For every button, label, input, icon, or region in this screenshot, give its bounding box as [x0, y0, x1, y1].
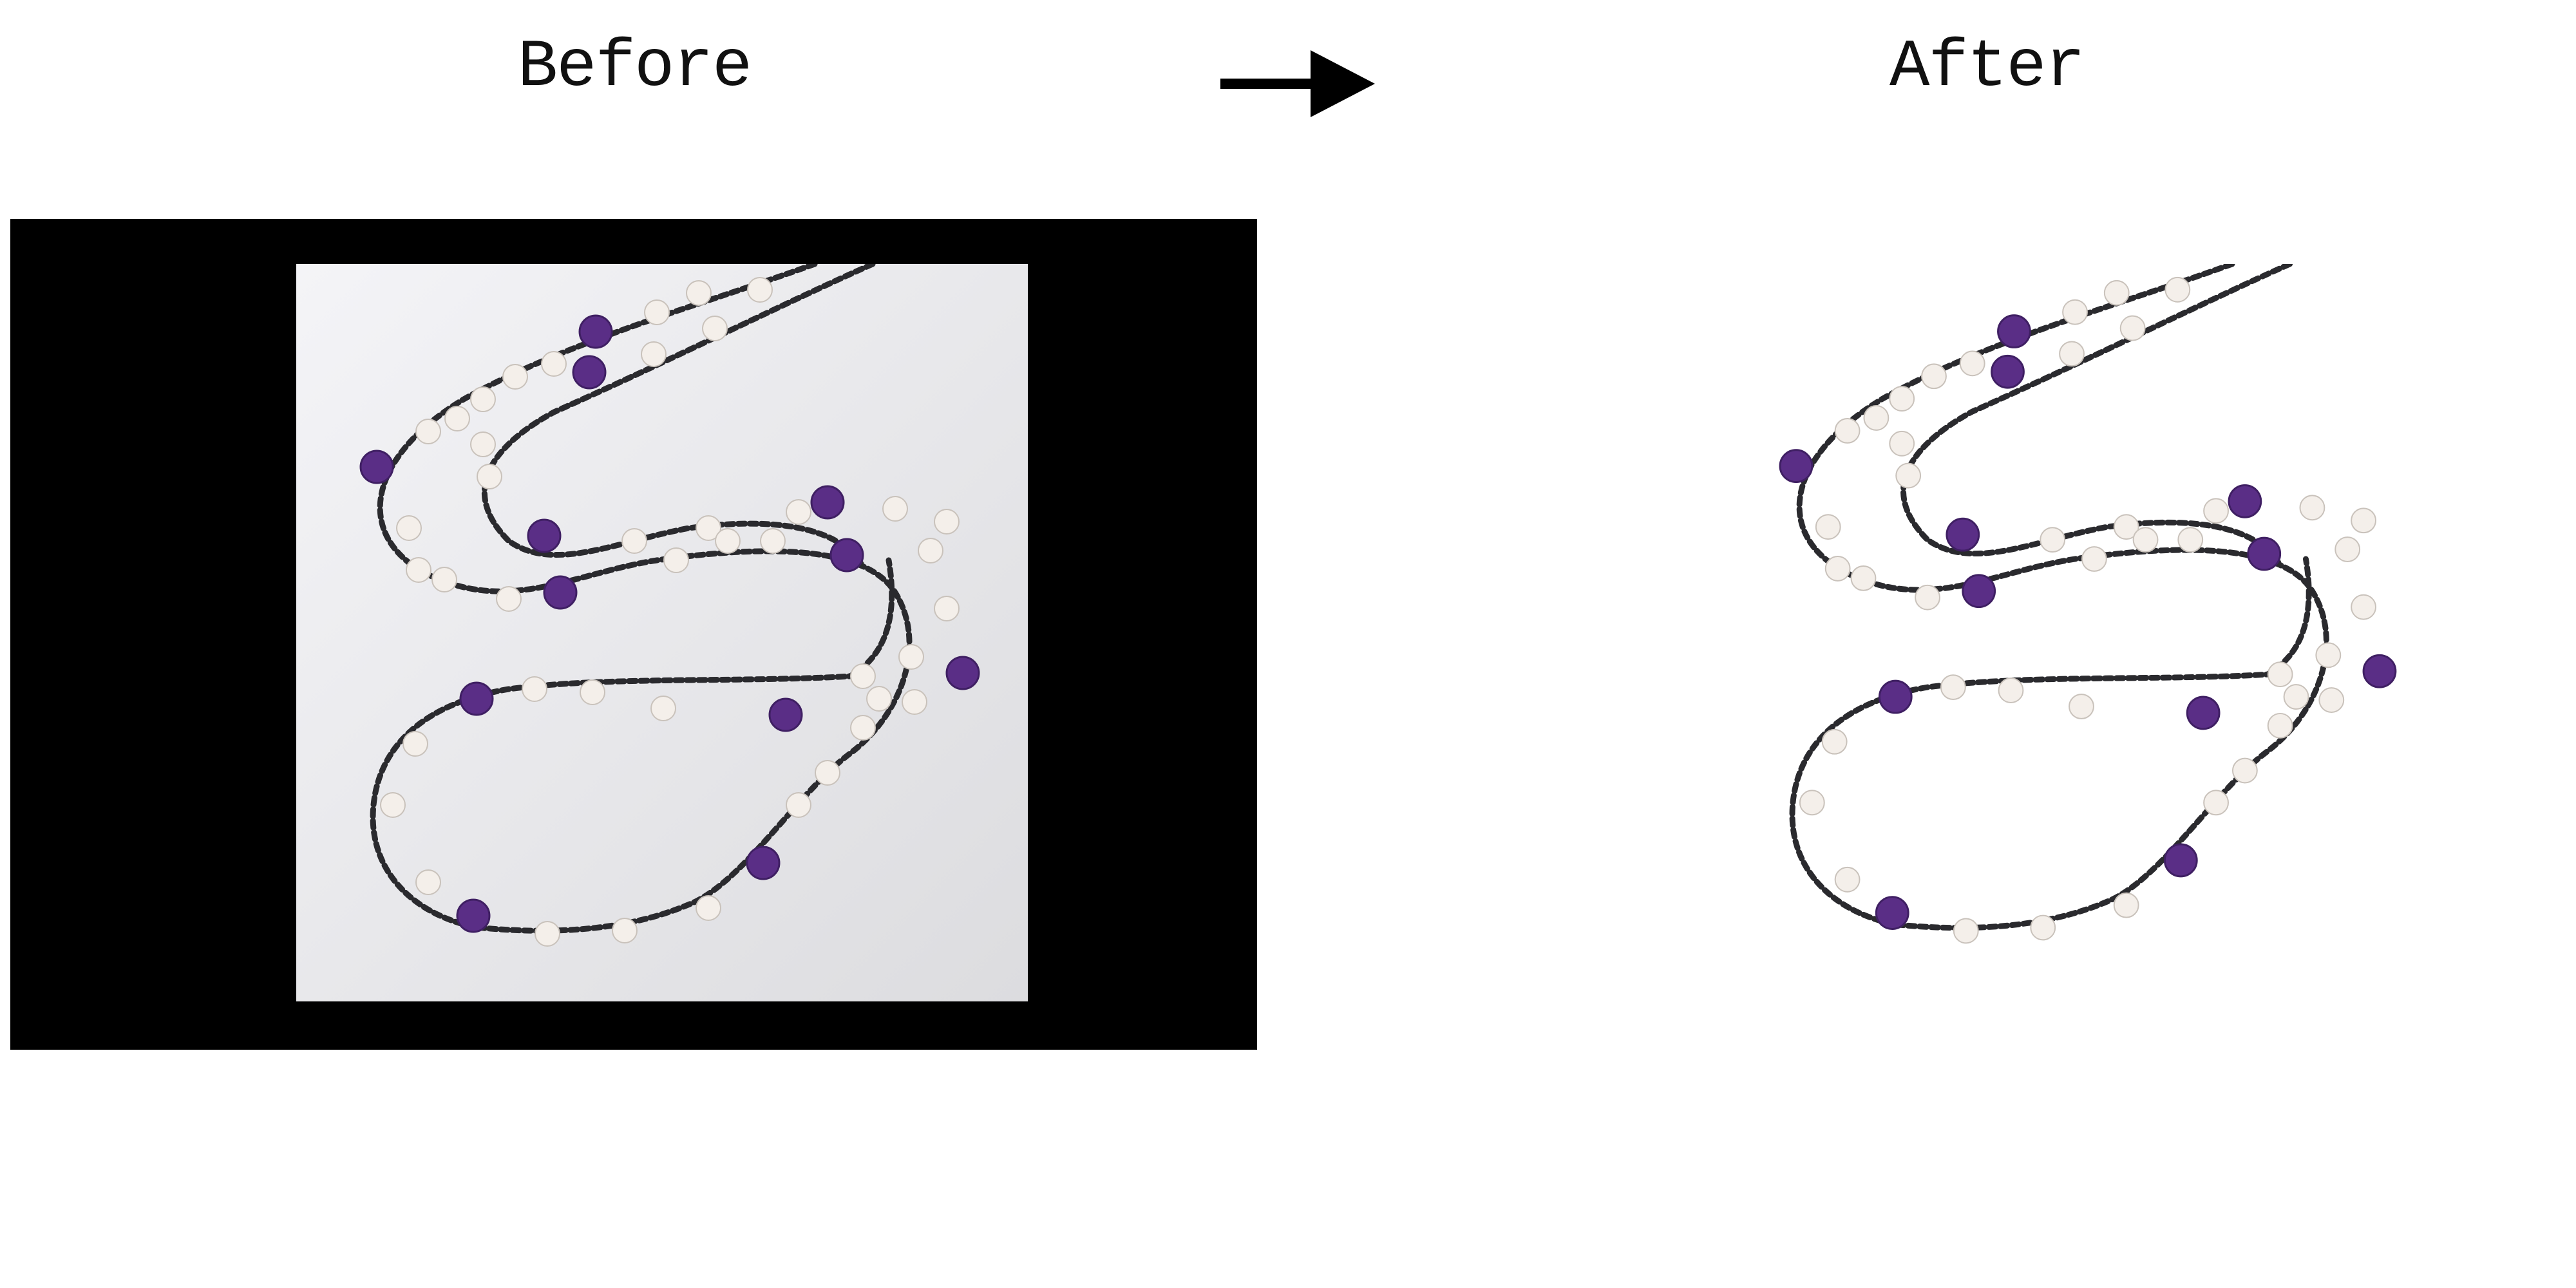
before-label: Before	[517, 30, 752, 106]
after-necklace-photo	[1713, 264, 2447, 998]
after-label: After	[1889, 30, 2085, 106]
before-necklace-photo	[296, 264, 1028, 1001]
right-arrow-icon	[1220, 45, 1375, 122]
